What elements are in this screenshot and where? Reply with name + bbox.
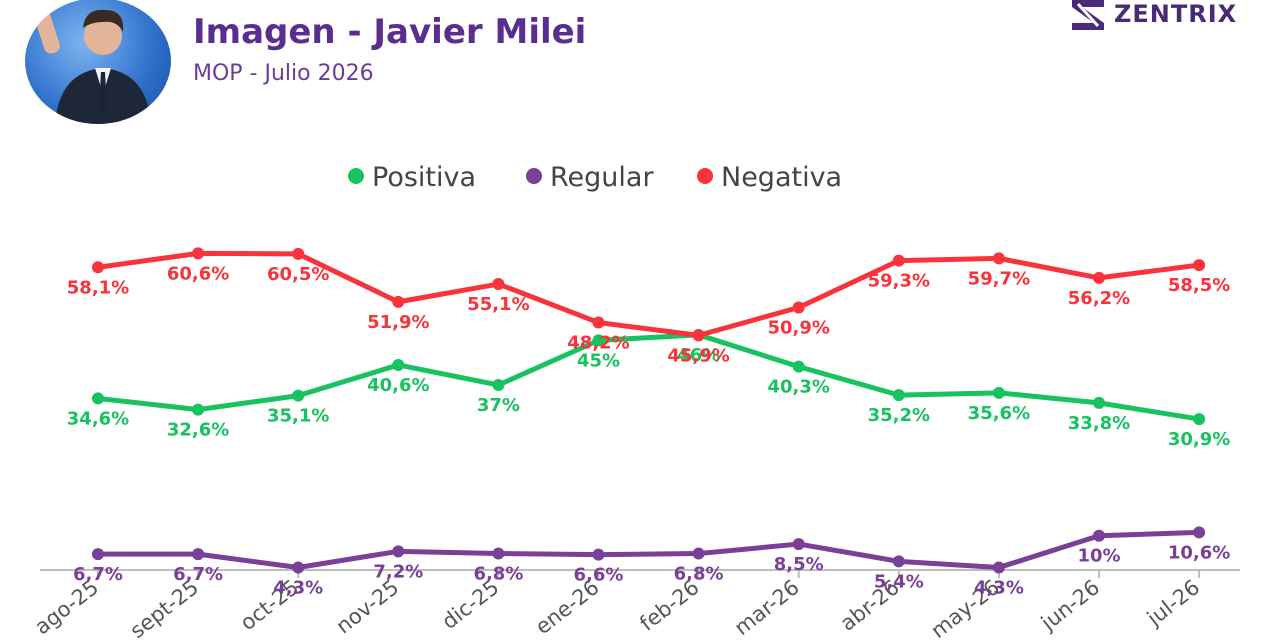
legend-label-regular: Regular (550, 162, 654, 193)
zentrix-logo-icon (1072, 0, 1104, 30)
data-label-negativa: 55,1% (467, 294, 529, 315)
data-label-regular: 6,6% (574, 565, 624, 586)
legend-marker-regular (526, 168, 542, 184)
data-label-regular: 6,8% (674, 564, 724, 585)
data-label-negativa: 45,9% (667, 345, 729, 366)
data-point-negativa (892, 254, 905, 267)
legend-marker-negativa (697, 168, 713, 184)
data-label-negativa: 58,1% (67, 277, 129, 298)
data-point-regular (192, 548, 205, 561)
brand-name: ZENTRIX (1114, 0, 1238, 28)
data-label-regular: 4,3% (273, 578, 323, 599)
data-point-regular (392, 545, 405, 558)
avatar (25, 0, 171, 124)
data-point-regular (1093, 529, 1105, 542)
data-point-positiva (792, 360, 805, 373)
data-point-regular (1193, 526, 1206, 539)
data-label-regular: 10% (1077, 546, 1120, 567)
data-point-negativa (492, 278, 505, 291)
plot-area: 6,7% 6,7% 4,3% 7,2% 6,8% 6,6% 6,8% 8,5% 5,4% 4,3%… (67, 247, 1230, 599)
data-point-positiva (992, 386, 1005, 399)
series-line-negativa (95, 250, 1202, 338)
data-label-positiva: 46% (677, 345, 720, 366)
data-label-negativa: 48,2% (567, 333, 629, 354)
data-point-negativa (1093, 271, 1105, 284)
data-point-negativa (192, 247, 205, 260)
data-label-regular: 6,7% (73, 564, 123, 585)
data-point-positiva (192, 403, 205, 416)
data-point-positiva (92, 392, 104, 405)
chart-subtitle: MOP - Julio 2026 (193, 61, 374, 86)
data-point-regular (592, 548, 605, 561)
chart-legend: Positiva Regular Negativa (348, 162, 842, 193)
data-label-negativa: 60,5% (267, 264, 329, 285)
data-point-positiva (392, 358, 405, 371)
data-point-positiva (592, 334, 605, 347)
data-label-positiva: 45% (577, 350, 620, 371)
data-label-negativa: 59,3% (868, 271, 930, 292)
x-tick-label: mar-26 (730, 575, 804, 640)
data-label-negativa: 56,2% (1068, 288, 1130, 309)
data-label-negativa: 60,6% (167, 263, 229, 284)
data-point-positiva (1193, 413, 1206, 426)
data-label-positiva: 32,6% (167, 420, 229, 441)
data-point-negativa (592, 316, 605, 329)
data-point-positiva (892, 389, 905, 402)
x-tick-label: jun-26 (1036, 575, 1104, 636)
data-label-negativa: 58,5% (1168, 275, 1230, 296)
chart-title: Imagen - Javier Milei (193, 12, 587, 52)
data-label-regular: 6,7% (173, 564, 223, 585)
data-label-positiva: 35,2% (868, 405, 930, 426)
data-point-regular (92, 548, 104, 561)
series-line-regular (95, 529, 1202, 571)
data-point-positiva (1093, 396, 1105, 409)
data-point-regular (292, 561, 305, 574)
brand-logo: ZENTRIX (1068, 0, 1237, 32)
series-line-positiva (95, 332, 1202, 422)
data-label-regular: 8,5% (774, 554, 824, 575)
data-point-negativa (392, 295, 405, 308)
x-tick-label: jul-26 (1142, 575, 1204, 631)
data-label-positiva: 35,1% (267, 406, 329, 427)
legend-label-negativa: Negativa (721, 162, 842, 193)
person-photo-icon (34, 8, 151, 124)
data-label-regular: 5,4% (874, 571, 924, 592)
data-label-regular: 10,6% (1168, 542, 1230, 563)
data-label-positiva: 40,6% (367, 375, 429, 396)
data-label-negativa: 50,9% (767, 317, 829, 338)
data-point-positiva (492, 379, 505, 392)
data-point-regular (492, 547, 505, 560)
data-point-negativa (292, 247, 305, 260)
data-point-regular (792, 538, 805, 551)
x-tick-label: nov-25 (332, 575, 404, 638)
data-point-negativa (1193, 259, 1206, 272)
data-label-positiva: 37% (477, 395, 520, 416)
data-label-regular: 7,2% (373, 561, 423, 582)
data-label-positiva: 35,6% (968, 403, 1030, 424)
data-label-negativa: 51,9% (367, 312, 429, 333)
data-point-negativa (692, 329, 705, 342)
data-point-negativa (792, 301, 805, 314)
data-point-regular (992, 561, 1005, 574)
data-point-negativa (992, 252, 1005, 265)
data-label-positiva: 30,9% (1168, 429, 1230, 450)
data-label-positiva: 34,6% (67, 408, 129, 429)
data-label-positiva: 40,3% (767, 377, 829, 398)
legend-marker-positiva (348, 168, 364, 184)
data-label-regular: 6,8% (473, 564, 523, 585)
legend-label-positiva: Positiva (372, 162, 476, 193)
data-point-positiva (292, 389, 305, 402)
data-point-negativa (92, 261, 104, 274)
data-label-negativa: 59,7% (968, 268, 1030, 289)
data-point-regular (692, 547, 705, 560)
data-label-regular: 4,3% (974, 578, 1024, 599)
data-point-regular (892, 555, 905, 568)
data-label-positiva: 33,8% (1068, 413, 1130, 434)
